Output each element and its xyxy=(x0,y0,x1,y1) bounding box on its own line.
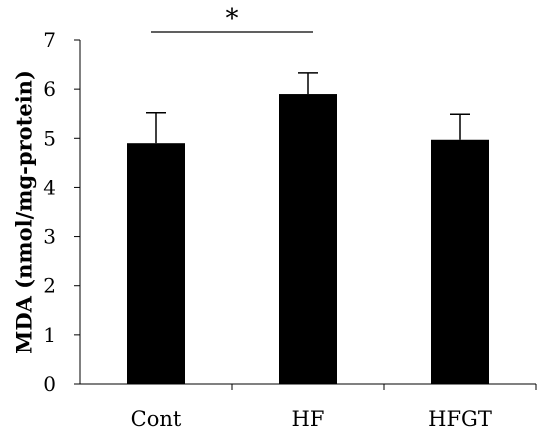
y-tick-label: 4 xyxy=(43,175,56,199)
y-tick-label: 3 xyxy=(43,225,56,249)
y-tick-label: 1 xyxy=(43,323,56,347)
y-axis-ticks: 0 1 2 3 4 5 6 7 xyxy=(43,28,537,396)
significance-marker: * xyxy=(226,4,239,34)
bar-cont xyxy=(127,143,185,384)
y-tick-label: 6 xyxy=(43,77,56,101)
x-tick-label: Cont xyxy=(131,407,182,431)
x-axis-labels: Cont HF HFGT xyxy=(131,407,492,431)
error-bars xyxy=(146,72,470,144)
y-axis-title: MDA (nmol/mg-protein) xyxy=(11,70,36,354)
y-tick-label: 0 xyxy=(43,372,56,396)
y-tick-label: 5 xyxy=(43,126,56,150)
bars xyxy=(127,94,489,385)
y-tick-label: 2 xyxy=(43,274,56,298)
x-tick-label: HF xyxy=(292,407,325,431)
bar-hf xyxy=(279,94,337,385)
bar-hfgt xyxy=(431,139,489,384)
y-tick-label: 7 xyxy=(43,28,56,52)
x-tick-label: HFGT xyxy=(428,407,492,431)
